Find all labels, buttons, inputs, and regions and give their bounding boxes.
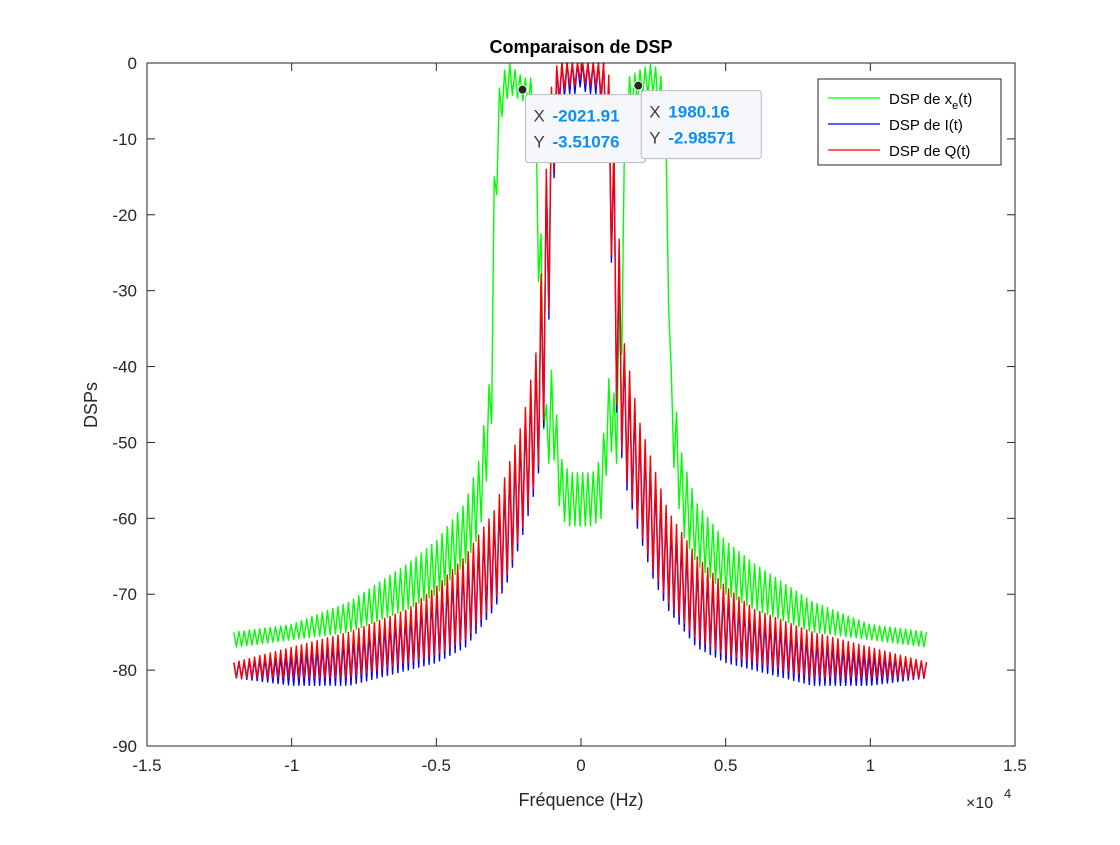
legend: DSP de xe(t) DSP de I(t) DSP de Q(t) (817, 78, 1002, 166)
legend-entry: DSP de Q(t) (828, 143, 970, 160)
x-tick-label: -1 (284, 756, 299, 775)
x-exponent-base: ×10 (966, 795, 993, 812)
series-line (233, 62, 928, 679)
x-exponent: ×10 4 (966, 786, 1011, 812)
datatip-x-label: X (533, 107, 544, 126)
datatip[interactable]: X 1980.16 Y -2.98571 (633, 80, 762, 160)
y-tick-label: -90 (112, 737, 137, 756)
datatip-marker[interactable] (517, 84, 528, 95)
datatip-marker[interactable] (633, 80, 644, 91)
y-tick-label: -80 (112, 661, 137, 680)
y-tick-label: 0 (128, 54, 137, 73)
x-tick-label: -0.5 (422, 756, 451, 775)
datatip[interactable]: X -2021.91 Y -3.51076 (517, 84, 646, 164)
y-tick-label: -30 (112, 282, 137, 301)
x-axis-label: Fréquence (Hz) (518, 790, 643, 810)
x-exponent-power: 4 (1004, 786, 1011, 801)
series-line (233, 63, 928, 648)
y-axis-label: DSPs (81, 382, 101, 428)
datatip-y-label: Y (533, 133, 544, 152)
legend-entry: DSP de I(t) (828, 117, 963, 134)
datatip-y-label: Y (649, 129, 660, 148)
x-tick-label: 1.5 (1003, 756, 1027, 775)
x-tick-label: 1 (866, 756, 875, 775)
chart-title: Comparaison de DSP (489, 37, 672, 57)
datatip-x-value: -2021.91 (552, 107, 619, 126)
legend-label: DSP de xe(t) (889, 91, 972, 112)
x-tick-label: 0.5 (714, 756, 738, 775)
x-tick-label: -1.5 (132, 756, 161, 775)
legend-label: DSP de I(t) (889, 117, 963, 134)
datatip-x-value: 1980.16 (668, 103, 729, 122)
y-tick-label: -60 (112, 509, 137, 528)
datatips-layer: X -2021.91 Y -3.51076 X 1980.16 Y -2.98571 (517, 80, 762, 164)
y-tick-label: -40 (112, 358, 137, 377)
x-tick-label: 0 (576, 756, 585, 775)
series-1 (233, 63, 928, 648)
legend-entry: DSP de xe(t) (828, 91, 972, 112)
y-tick-label: -50 (112, 433, 137, 452)
datatip-y-value: -2.98571 (668, 129, 735, 148)
ticks-layer: -1.5 -1 -0.5 0 0.5 1 1.5 0 -10 -20 -30 -40 -50 -60 -70… (112, 54, 1026, 775)
y-tick-label: -70 (112, 585, 137, 604)
datatip-box (524, 94, 646, 164)
datatip-box (640, 90, 762, 160)
legend-box (817, 78, 1002, 166)
legend-label: DSP de Q(t) (889, 143, 970, 160)
datatip-y-value: -3.51076 (552, 133, 619, 152)
y-tick-label: -10 (112, 130, 137, 149)
series-3 (233, 62, 928, 679)
datatip-x-label: X (649, 103, 660, 122)
y-tick-label: -20 (112, 206, 137, 225)
series-layer (233, 62, 928, 686)
